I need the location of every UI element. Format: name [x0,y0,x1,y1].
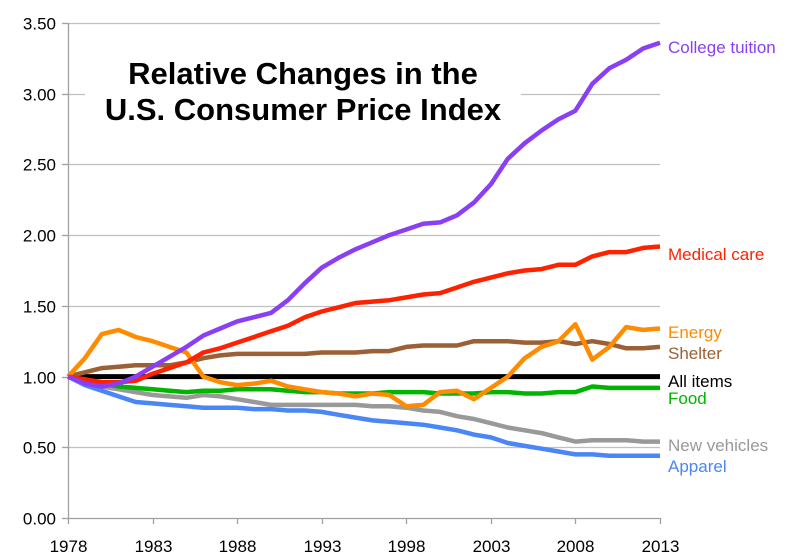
series-label-medical-care: Medical care [668,245,764,264]
series-label-energy: Energy [668,323,722,342]
x-tick-label: 1998 [388,537,426,556]
title-line-1: Relative Changes in the [128,56,478,91]
series-line-shelter [67,338,661,379]
chart-title: Relative Changes in the U.S. Consumer Pr… [85,50,521,135]
y-tick-label: 1.50 [23,298,56,317]
x-tick-label: 2003 [473,537,511,556]
x-tick-label: 2013 [642,537,680,556]
series-label-apparel: Apparel [668,457,727,476]
series-line-energy [66,321,661,409]
series-label-all-items: All items [668,372,732,391]
x-tick-label: 1978 [50,537,88,556]
y-tick-label: 0.50 [23,439,56,458]
series-label-college-tuition: College tuition [668,38,776,57]
axes: 0.00 0.50 1.00 1.50 2.00 2.50 3.00 3.50 1978 1983… [23,15,680,557]
x-tick-label: 2008 [557,537,595,556]
y-tick-label: 2.50 [23,156,56,175]
series-labels: College tuition Medical care Energy Shelter… [668,38,776,476]
x-tick-label: 1983 [135,537,173,556]
series-line-college-tuition [67,40,661,389]
y-tick-label: 2.00 [23,227,56,246]
y-tick-label: 1.00 [23,369,56,388]
series-line-new-vehicles [67,374,660,444]
y-tick-label: 3.50 [23,15,56,34]
x-tick-label: 1993 [304,537,342,556]
y-tick-label: 0.00 [23,510,56,529]
series-line-medical-care [67,244,661,385]
series-label-new-vehicles: New vehicles [668,436,768,455]
y-tick-label: 3.00 [23,86,56,105]
series-line-food [67,374,660,396]
x-tick-label: 1988 [219,537,257,556]
series-label-food: Food [668,389,707,408]
series-line-apparel [66,374,660,459]
title-line-2: U.S. Consumer Price Index [105,92,502,127]
series-label-shelter: Shelter [668,344,722,363]
series-lines [66,40,661,459]
title-background [85,50,521,135]
